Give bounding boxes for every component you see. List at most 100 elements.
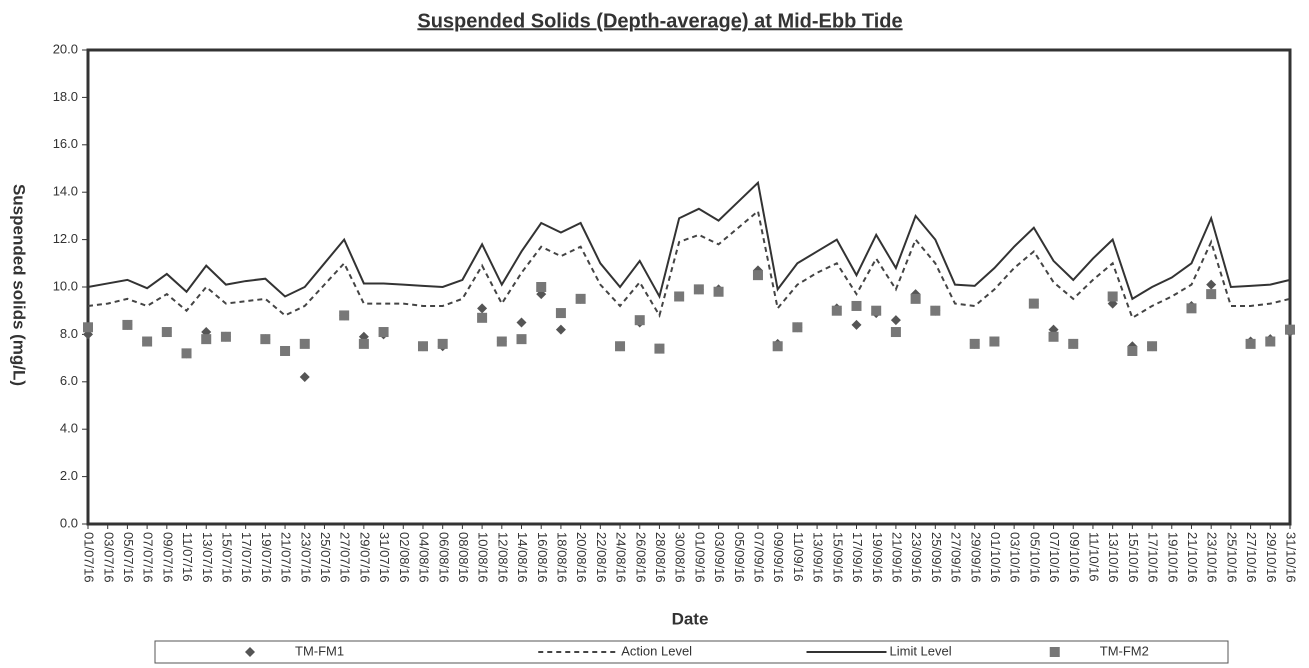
x-tick-label: 21/09/16 <box>889 532 904 583</box>
x-tick-label: 01/10/16 <box>988 532 1003 583</box>
x-tick-label: 27/10/16 <box>1244 532 1259 583</box>
point <box>161 327 172 338</box>
point <box>536 282 547 292</box>
x-tick-label: 04/08/16 <box>417 532 432 583</box>
x-tick-label: 13/09/16 <box>811 532 826 583</box>
point <box>615 341 626 352</box>
chart-title: Suspended Solids (Depth-average) at Mid-… <box>417 10 902 32</box>
point <box>851 319 862 330</box>
x-tick-label: 16/08/16 <box>535 532 550 583</box>
x-tick-label: 08/08/16 <box>456 532 471 583</box>
x-tick-label: 19/10/16 <box>1165 532 1180 583</box>
x-tick-label: 13/07/16 <box>200 532 215 583</box>
y-tick-label: 14.0 <box>53 184 78 199</box>
legend-label: Action Level <box>621 643 692 658</box>
x-tick-label: 03/07/16 <box>101 532 116 583</box>
x-tick-label: 14/08/16 <box>515 532 530 583</box>
y-tick-label: 12.0 <box>53 231 78 246</box>
x-tick-label: 29/09/16 <box>968 532 983 583</box>
x-tick-label: 23/10/16 <box>1205 532 1220 583</box>
x-tick-label: 18/08/16 <box>554 532 569 583</box>
x-tick-label: 07/07/16 <box>141 532 156 583</box>
point <box>654 343 665 354</box>
y-tick-label: 8.0 <box>60 326 78 341</box>
x-tick-label: 21/10/16 <box>1185 532 1200 583</box>
x-tick-label: 06/08/16 <box>436 532 451 583</box>
point <box>477 312 488 323</box>
point <box>674 291 685 302</box>
point <box>339 310 350 321</box>
x-tick-label: 25/09/16 <box>929 532 944 583</box>
point <box>122 319 133 330</box>
series-line <box>87 180 1291 301</box>
point <box>1186 303 1197 314</box>
point <box>437 338 448 349</box>
point <box>831 305 842 316</box>
point <box>930 305 941 316</box>
point <box>1147 341 1158 352</box>
x-tick-label: 17/09/16 <box>850 532 865 583</box>
x-tick-label: 25/07/16 <box>318 532 333 583</box>
x-tick-label: 12/08/16 <box>495 532 510 583</box>
x-tick-label: 03/09/16 <box>712 532 727 583</box>
legend-label: TM-FM1 <box>295 643 344 658</box>
point <box>299 372 310 383</box>
x-tick-label: 17/10/16 <box>1146 532 1161 583</box>
x-tick-label: 15/09/16 <box>830 532 845 583</box>
legend-label: Limit Level <box>890 643 952 658</box>
x-tick-label: 13/10/16 <box>1106 532 1121 583</box>
point <box>1107 291 1118 302</box>
y-tick-label: 20.0 <box>53 41 78 56</box>
x-tick-label: 29/07/16 <box>357 532 372 583</box>
y-tick-label: 6.0 <box>60 373 78 388</box>
y-tick-label: 10.0 <box>53 278 78 293</box>
x-tick-label: 01/07/16 <box>82 532 97 583</box>
y-axis-label: Suspended solids (mg/L) <box>10 184 29 386</box>
point <box>772 341 783 352</box>
x-tick-label: 02/08/16 <box>397 532 412 583</box>
point <box>417 341 428 352</box>
y-tick-label: 18.0 <box>53 89 78 104</box>
x-tick-label: 07/09/16 <box>752 532 767 583</box>
plot-frame <box>86 48 1292 526</box>
legend-box <box>154 640 1229 664</box>
point <box>969 338 980 349</box>
point <box>516 334 527 345</box>
legend-swatch <box>245 647 255 657</box>
x-tick-label: 17/07/16 <box>239 532 254 583</box>
legend-swatch <box>1049 647 1060 657</box>
x-tick-label: 01/09/16 <box>692 532 707 583</box>
point <box>477 303 488 314</box>
legend-label: TM-FM2 <box>1100 643 1149 658</box>
point <box>555 324 566 335</box>
x-tick-label: 09/07/16 <box>160 532 175 583</box>
x-tick-label: 26/08/16 <box>633 532 648 583</box>
point <box>890 315 901 326</box>
x-tick-label: 27/07/16 <box>338 532 353 583</box>
x-tick-label: 19/07/16 <box>259 532 274 583</box>
point <box>890 327 901 338</box>
y-tick-label: 16.0 <box>53 136 78 151</box>
x-tick-label: 22/08/16 <box>594 532 609 583</box>
x-tick-label: 09/09/16 <box>771 532 786 583</box>
point <box>280 345 291 356</box>
x-tick-label: 20/08/16 <box>574 532 589 583</box>
y-tick-label: 4.0 <box>60 421 78 436</box>
x-tick-label: 05/09/16 <box>732 532 747 583</box>
point <box>260 334 271 345</box>
point <box>1245 338 1256 349</box>
x-tick-label: 21/07/16 <box>279 532 294 583</box>
point <box>1028 298 1039 309</box>
x-tick-label: 24/08/16 <box>614 532 629 583</box>
point <box>634 315 645 326</box>
x-tick-label: 11/07/16 <box>180 532 195 582</box>
x-tick-label: 05/10/16 <box>1027 532 1042 583</box>
point <box>1285 324 1295 335</box>
point <box>752 270 763 281</box>
point <box>220 331 231 342</box>
x-tick-label: 15/10/16 <box>1126 532 1141 583</box>
x-tick-label: 10/08/16 <box>476 532 491 583</box>
point <box>910 293 921 304</box>
x-tick-label: 29/10/16 <box>1264 532 1279 583</box>
point <box>1127 345 1138 356</box>
